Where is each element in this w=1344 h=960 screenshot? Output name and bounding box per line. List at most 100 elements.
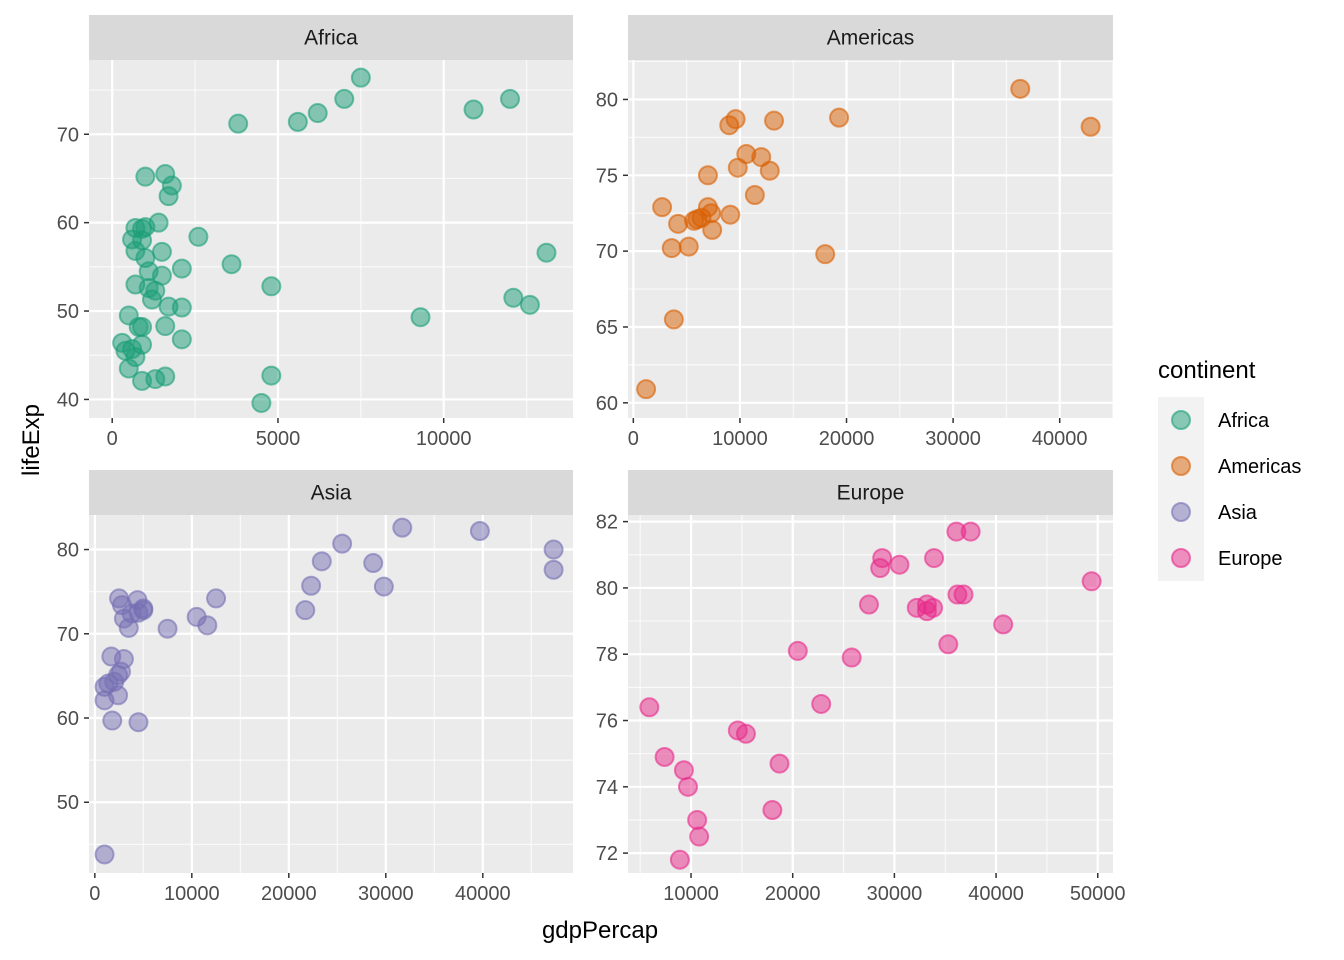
panel-americas: Americas 0 10000 20000 30000 40000 60 65 70 75 80 [596, 15, 1114, 450]
data-point-europe [639, 697, 660, 718]
panel-background-europe [628, 515, 1113, 873]
x-tick-label: 10000 [712, 428, 768, 450]
data-point-europe [872, 548, 893, 569]
data-point-asia [102, 710, 123, 731]
data-point-europe [769, 753, 790, 774]
panel-background-asia [89, 515, 573, 873]
data-point-asia [469, 521, 490, 542]
x-tick-label: 30000 [358, 883, 414, 905]
strip-label-asia: Asia [311, 482, 352, 505]
data-point-asia [94, 844, 115, 865]
data-point-europe [762, 800, 783, 821]
strip-americas [628, 15, 1113, 60]
x-tick-label: 0 [107, 428, 118, 450]
x-tick-label: 30000 [925, 428, 981, 450]
data-point-americas [701, 203, 722, 224]
data-point-africa [188, 226, 209, 247]
data-point-americas [697, 165, 718, 186]
data-point-europe [811, 693, 832, 714]
data-point-africa [115, 340, 136, 361]
data-point-americas [764, 110, 785, 131]
data-point-asia [128, 712, 149, 733]
data-point-europe [673, 760, 694, 781]
y-tick-label: 65 [596, 317, 618, 339]
data-point-europe [858, 594, 879, 615]
data-point-europe [787, 640, 808, 661]
data-point-asia [311, 551, 332, 572]
legend-label-africa: Africa [1218, 410, 1270, 432]
legend-label-asia: Asia [1218, 502, 1258, 524]
data-point-asia [332, 533, 353, 554]
x-tick-label: 10000 [663, 883, 719, 905]
x-tick-label: 40000 [455, 883, 511, 905]
data-point-asia [301, 575, 322, 596]
y-tick-label: 72 [596, 843, 618, 865]
y-tick-label: 60 [57, 708, 79, 730]
data-point-europe [993, 614, 1014, 635]
legend-key-europe [1171, 548, 1191, 568]
data-point-americas [663, 309, 684, 330]
data-point-asia [133, 600, 154, 621]
y-axis-title: lifeExp [18, 404, 45, 476]
data-point-europe [687, 809, 708, 830]
data-point-africa [503, 287, 524, 308]
y-tick-label: 82 [596, 512, 618, 534]
panel-africa: Africa 0 5000 10000 40 50 60 70 [57, 15, 573, 450]
data-point-asia [392, 517, 413, 538]
panel-background-africa [89, 60, 573, 418]
data-point-americas [652, 197, 673, 218]
data-point-africa [536, 242, 557, 263]
x-tick-label: 50000 [1070, 883, 1126, 905]
data-point-europe [841, 647, 862, 668]
data-point-africa [519, 294, 540, 315]
data-point-asia [206, 588, 227, 609]
legend-key-americas [1171, 456, 1191, 476]
legend-title: continent [1158, 357, 1256, 384]
data-point-africa [500, 88, 521, 109]
data-point-americas [1010, 78, 1031, 99]
data-point-europe [669, 849, 690, 870]
x-tick-label: 10000 [164, 883, 220, 905]
panel-europe: Europe 10000 20000 30000 40000 50000 72 74 76 78 8… [596, 470, 1126, 905]
y-tick-label: 80 [596, 89, 618, 111]
strip-asia [89, 470, 573, 515]
strip-africa [89, 15, 573, 60]
strip-label-europe: Europe [837, 482, 905, 505]
data-point-asia [373, 576, 394, 597]
y-tick-label: 60 [57, 213, 79, 235]
data-point-africa [221, 254, 242, 275]
data-point-africa [251, 392, 272, 413]
data-point-africa [261, 276, 282, 297]
data-point-africa [158, 186, 179, 207]
data-point-europe [654, 746, 675, 767]
data-point-africa [307, 103, 328, 124]
y-tick-label: 76 [596, 711, 618, 733]
data-point-africa [118, 358, 139, 379]
data-point-americas [815, 244, 836, 265]
y-tick-label: 78 [596, 644, 618, 666]
data-point-africa [171, 258, 192, 279]
data-point-africa [463, 99, 484, 120]
data-point-americas [829, 107, 850, 128]
x-tick-label: 5000 [256, 428, 301, 450]
data-point-asia [543, 559, 564, 580]
y-tick-label: 75 [596, 165, 618, 187]
data-point-asia [197, 615, 218, 636]
data-point-asia [157, 618, 178, 639]
data-point-europe [1081, 571, 1102, 592]
legend-label-europe: Europe [1218, 548, 1283, 570]
data-point-americas [702, 219, 723, 240]
data-point-americas [725, 109, 746, 130]
legend-label-americas: Americas [1218, 456, 1301, 478]
data-point-africa [151, 241, 172, 262]
x-tick-label: 20000 [261, 883, 317, 905]
panel-asia: Asia 0 10000 20000 30000 40000 50 60 70 80 [57, 470, 573, 905]
strip-europe [628, 470, 1113, 515]
data-point-africa [410, 307, 431, 328]
data-point-americas [1080, 116, 1101, 137]
data-point-africa [128, 316, 149, 337]
data-point-americas [744, 185, 765, 206]
legend-key-asia [1171, 502, 1191, 522]
x-tick-label: 0 [89, 883, 100, 905]
